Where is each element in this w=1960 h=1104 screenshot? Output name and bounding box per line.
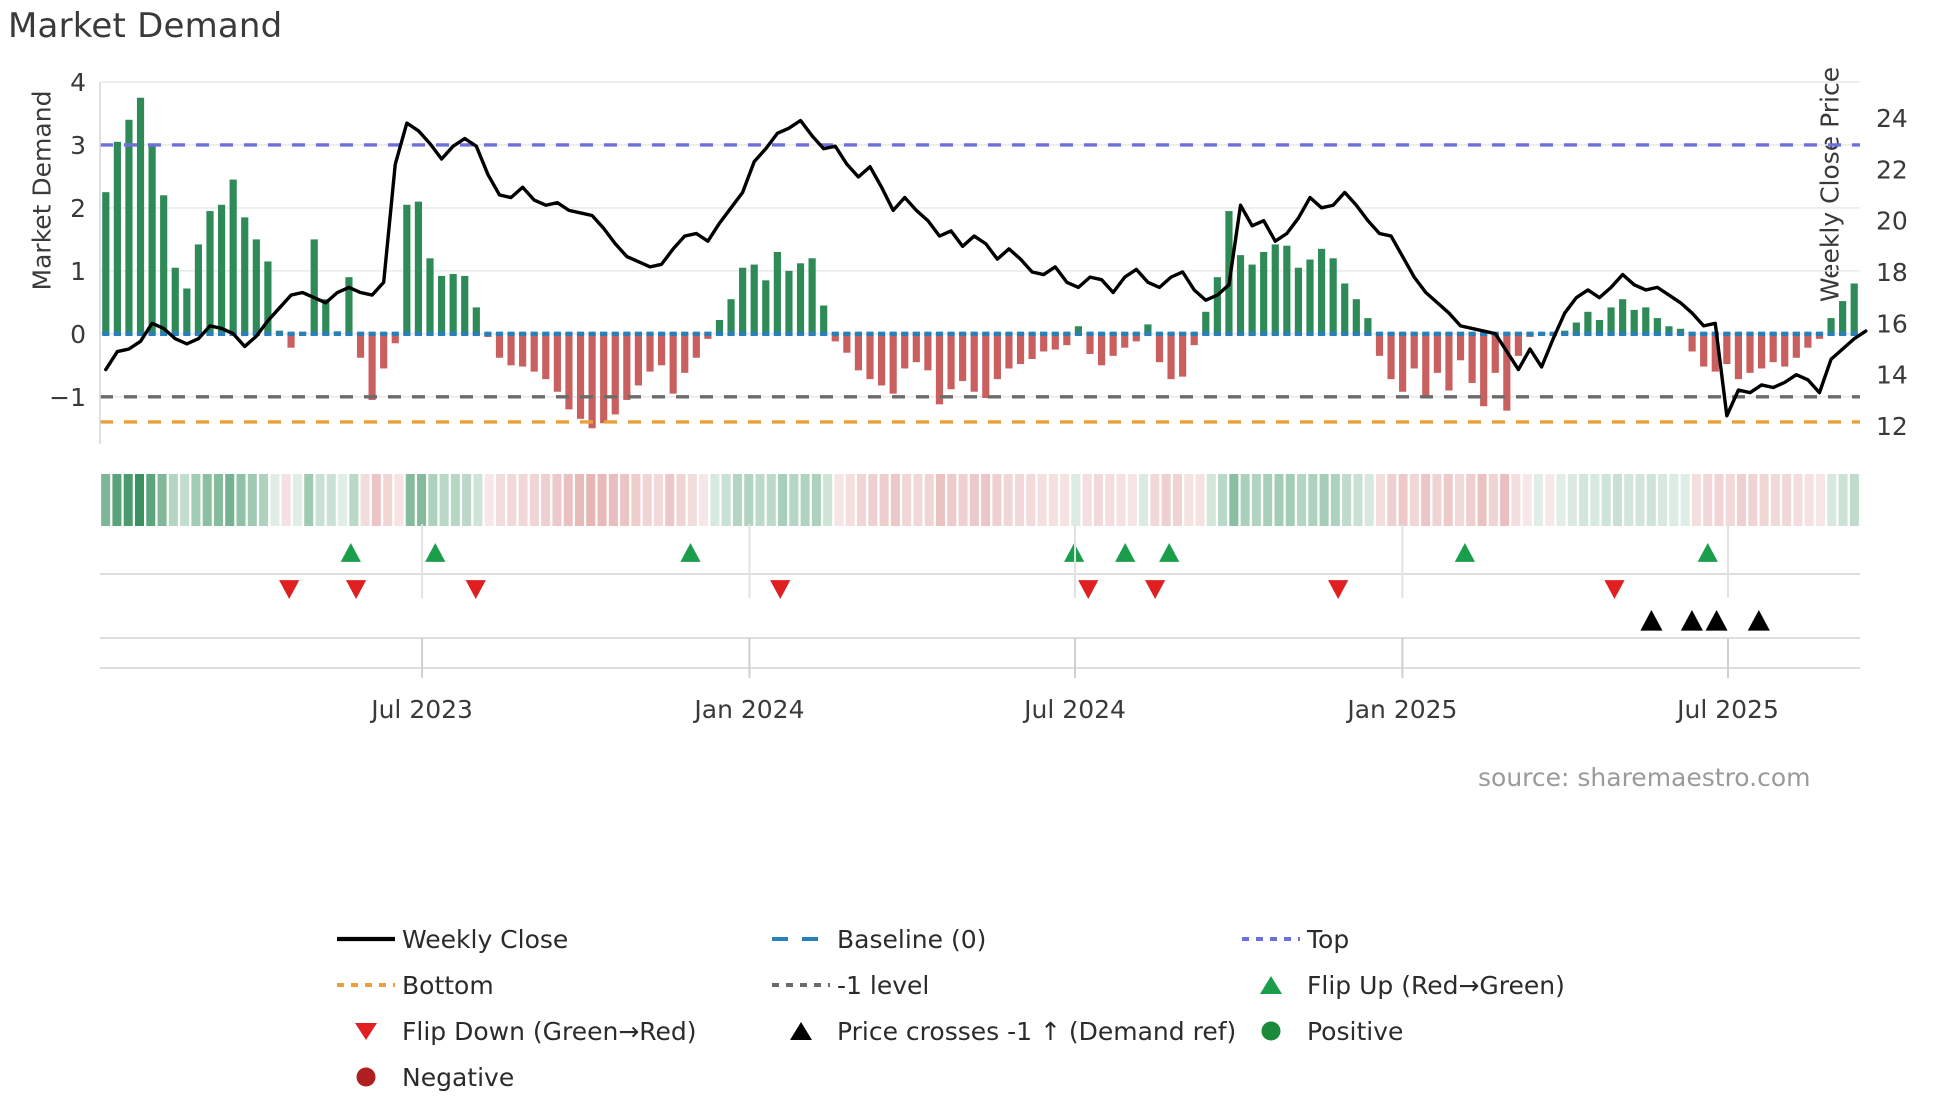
legend-item-minus-one-level: -1 level (765, 966, 1235, 1004)
legend-item-flip-down: Flip Down (Green→Red) (330, 1012, 765, 1050)
legend-row: Flip Down (Green→Red) Price crosses -1 ↑… (330, 1012, 1890, 1050)
legend-label: Price crosses -1 ↑ (Demand ref) (837, 1016, 1237, 1046)
triangle-down-icon (330, 1018, 402, 1044)
legend-label: Baseline (0) (837, 924, 987, 954)
solid-line-icon (330, 926, 402, 952)
legend-item-positive: Positive (1235, 1012, 1675, 1050)
legend-label: Negative (402, 1062, 515, 1092)
dotted-line-icon (765, 972, 837, 998)
svg-text:0: 0 (70, 320, 86, 349)
legend-item-negative: Negative (330, 1058, 765, 1096)
svg-text:Jul 2024: Jul 2024 (1022, 695, 1126, 724)
svg-text:Jul 2023: Jul 2023 (369, 695, 473, 724)
svg-text:3: 3 (70, 131, 86, 160)
svg-text:1: 1 (70, 257, 86, 286)
svg-text:2: 2 (70, 194, 86, 223)
flip-markers (279, 543, 1770, 631)
legend-row: Weekly Close Baseline (0) Top (330, 920, 1890, 958)
page-title: Market Demand (8, 6, 283, 46)
reference-lines (100, 143, 1860, 424)
triangle-up-icon (765, 1018, 837, 1044)
svg-text:16: 16 (1876, 309, 1908, 338)
left-axis-label: Market Demand (27, 90, 57, 291)
svg-text:Jan 2024: Jan 2024 (692, 695, 804, 724)
legend-item-bottom: Bottom (330, 966, 765, 1004)
demand-heatmap-strip (101, 474, 1859, 526)
dotted-line-icon (1235, 926, 1307, 952)
svg-text:20: 20 (1876, 207, 1908, 236)
dotted-line-icon (330, 972, 402, 998)
legend-row: Negative (330, 1058, 1890, 1096)
weekly-close-line (104, 118, 1868, 418)
legend-label: Weekly Close (402, 924, 569, 954)
legend-item-price-crosses: Price crosses -1 ↑ (Demand ref) (765, 1012, 1237, 1050)
legend-item-baseline: Baseline (0) (765, 920, 1235, 958)
legend-item-flip-up: Flip Up (Red→Green) (1235, 966, 1675, 1004)
demand-bars (102, 97, 1858, 429)
chart-legend: Weekly Close Baseline (0) Top Bottom -1 … (330, 920, 1890, 1104)
legend-label: Flip Up (Red→Green) (1307, 970, 1565, 1000)
svg-text:12: 12 (1876, 412, 1908, 441)
svg-text:24: 24 (1876, 104, 1908, 133)
legend-row: Bottom -1 level Flip Up (Red→Green) (330, 966, 1890, 1004)
circle-icon (330, 1064, 402, 1090)
legend-label: Positive (1307, 1016, 1404, 1046)
svg-text:−1: −1 (49, 383, 86, 412)
market-demand-chart: 4 3 2 1 0 −1 24 22 20 18 16 14 12 Jul 2023 Jan 2024 Jul… (49, 68, 1908, 724)
axis-ticks: 4 3 2 1 0 −1 24 22 20 18 16 14 12 Jul 2023 Jan 2024 Jul… (49, 68, 1908, 724)
dashed-line-icon (765, 926, 837, 952)
legend-item-weekly-close: Weekly Close (330, 920, 765, 958)
svg-text:4: 4 (70, 68, 86, 97)
source-attribution: source: sharemaestro.com (1478, 763, 1811, 792)
svg-text:18: 18 (1876, 258, 1908, 287)
legend-label: Top (1307, 924, 1350, 954)
circle-icon (1235, 1018, 1307, 1044)
chart-plot-area: 4 3 2 1 0 −1 24 22 20 18 16 14 12 Jul 2023 Jan 2024 Jul… (49, 68, 1908, 724)
triangle-up-icon (1235, 972, 1307, 998)
legend-item-top: Top (1235, 920, 1675, 958)
legend-label: Bottom (402, 970, 494, 1000)
legend-label: -1 level (837, 970, 930, 1000)
svg-text:Jul 2025: Jul 2025 (1675, 695, 1779, 724)
svg-text:22: 22 (1876, 155, 1908, 184)
legend-label: Flip Down (Green→Red) (402, 1016, 697, 1046)
svg-text:Jan 2025: Jan 2025 (1345, 695, 1457, 724)
svg-text:14: 14 (1876, 361, 1908, 390)
